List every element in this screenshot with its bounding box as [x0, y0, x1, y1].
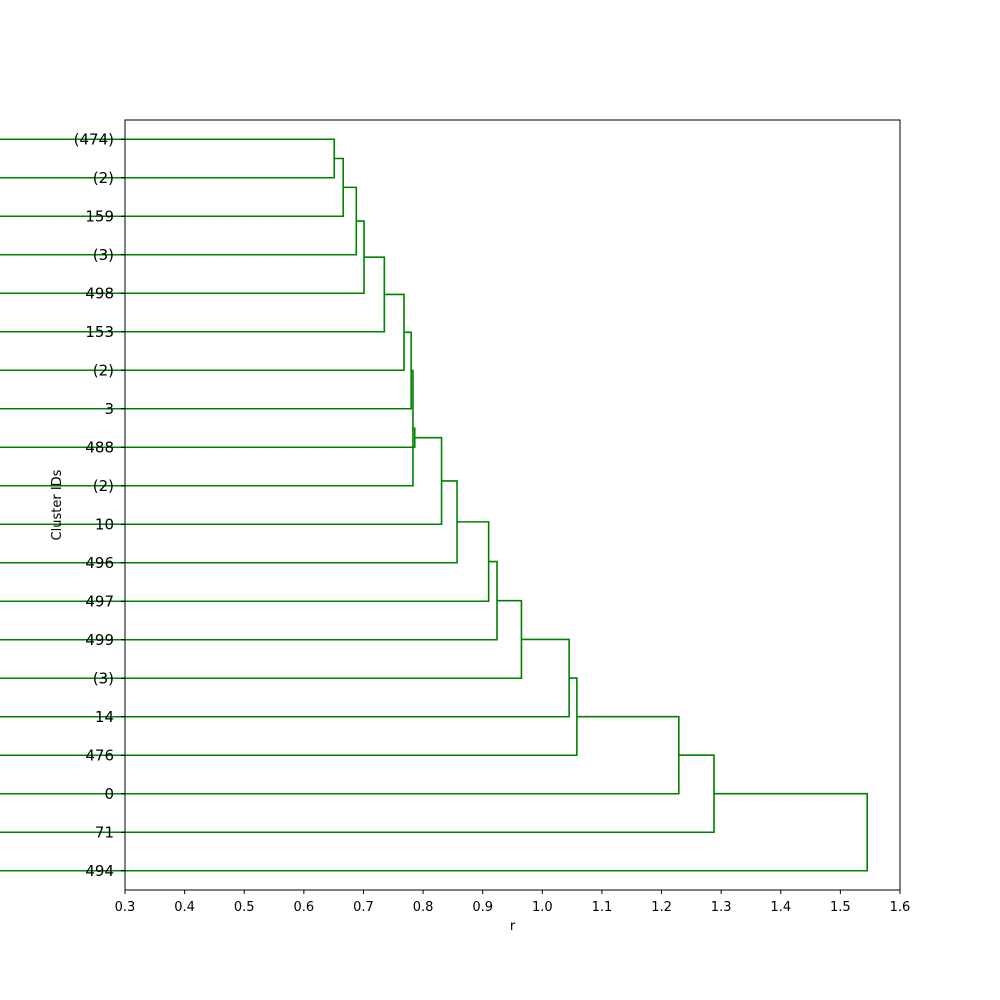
leaf-label: 10: [95, 515, 114, 533]
leaf-label: 497: [85, 592, 114, 610]
dendrogram-link: [0, 369, 414, 487]
leaf-label: (3): [93, 669, 114, 687]
leaf-label: 14: [95, 708, 114, 726]
leaf-label: 488: [85, 438, 114, 456]
leaf-labels: (474) (2) 159 (3) 498 153 (2) 3 488 (2) 10 496 497 49…: [74, 130, 125, 880]
x-tick-label: 1.2: [651, 900, 672, 915]
leaf-label: 3: [104, 400, 114, 418]
leaf-label: 498: [85, 284, 114, 302]
x-tick-label: 1.0: [532, 900, 553, 915]
leaf-label: 499: [85, 631, 114, 649]
dendrogram-link: [0, 792, 869, 872]
x-tick-label: 0.7: [353, 900, 374, 915]
dendrogram-links: [0, 138, 869, 872]
dendrogram-link: [0, 157, 344, 218]
x-tick-label: 1.6: [890, 900, 911, 915]
x-tick-label: 0.4: [174, 900, 195, 915]
x-tick-label: 0.9: [472, 900, 493, 915]
leaf-label: (2): [93, 169, 114, 187]
leaf-label: 496: [85, 554, 114, 572]
dendrogram-link: [0, 599, 523, 680]
plot-frame: [124, 119, 901, 891]
x-tick-label: 1.4: [770, 900, 791, 915]
leaf-label: 71: [95, 823, 114, 841]
leaf-label: (3): [93, 246, 114, 264]
leaf-label: 0: [104, 785, 114, 803]
leaf-label: (474): [74, 130, 114, 148]
leaf-label: (2): [93, 361, 114, 379]
x-axis: 0.3 0.4 0.5 0.6 0.7 0.8 0.9 1.0 1.1 1.2 1.3 1.4 1.5 1…: [115, 890, 911, 915]
x-tick-label: 0.8: [413, 900, 434, 915]
leaf-label: 476: [85, 746, 114, 764]
x-tick-label: 1.1: [592, 900, 613, 915]
leaf-label: 494: [85, 862, 114, 880]
x-tick-label: 0.5: [234, 900, 255, 915]
leaf-label: 153: [85, 323, 114, 341]
x-tick-label: 1.5: [830, 900, 851, 915]
x-axis-label: r: [510, 919, 516, 934]
x-tick-label: 0.3: [115, 900, 136, 915]
leaf-label: (2): [93, 477, 114, 495]
y-axis-label: Cluster IDs: [50, 469, 65, 540]
leaf-label: 159: [85, 207, 114, 225]
x-tick-label: 1.3: [711, 900, 732, 915]
x-tick-label: 0.6: [294, 900, 315, 915]
